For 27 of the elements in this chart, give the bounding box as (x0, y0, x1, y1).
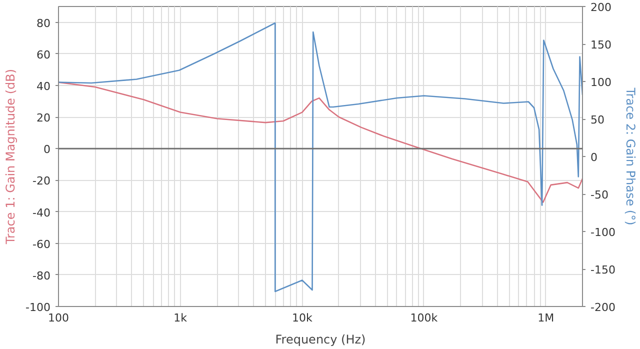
x-tick-label: 100k (410, 312, 438, 324)
y-tick-label: -40 (32, 206, 50, 220)
y2-tick-label: 150 (590, 38, 612, 52)
y2-tick-label: -150 (590, 264, 616, 276)
y2-tick-label: 200 (590, 1, 612, 14)
x-tick-label: 100 (48, 312, 69, 324)
y-tick-label: 40 (36, 80, 51, 93)
y2-tick-label: -50 (590, 188, 608, 202)
y2-tick-label: -200 (590, 301, 616, 314)
x-axis-title: Frequency (Hz) (275, 332, 366, 346)
x-tick-label: 1k (174, 312, 188, 324)
y-tick-label: 60 (36, 48, 51, 62)
y-tick-label: 80 (36, 16, 51, 30)
y-tick-label: -60 (32, 238, 50, 251)
y-tick-label: -80 (32, 269, 50, 282)
y-tick-label: -20 (32, 174, 50, 188)
x-tick-label: 10k (292, 312, 313, 324)
y-tick-label: -100 (26, 301, 51, 314)
y-axis-title: Trace 1: Gain Magnitude (dB) (4, 68, 18, 246)
y-tick-label: 20 (36, 112, 51, 125)
x-tick-label: 1M (538, 312, 554, 324)
y2-axis-title: Trace 2: Gain Phase (°) (623, 86, 638, 226)
y2-tick-label: 50 (590, 114, 604, 126)
y2-tick-label: 0 (590, 151, 598, 164)
y2-tick-label: 100 (590, 76, 612, 89)
y-tick-label: 0 (44, 143, 50, 156)
y2-tick-label: -100 (590, 226, 616, 239)
